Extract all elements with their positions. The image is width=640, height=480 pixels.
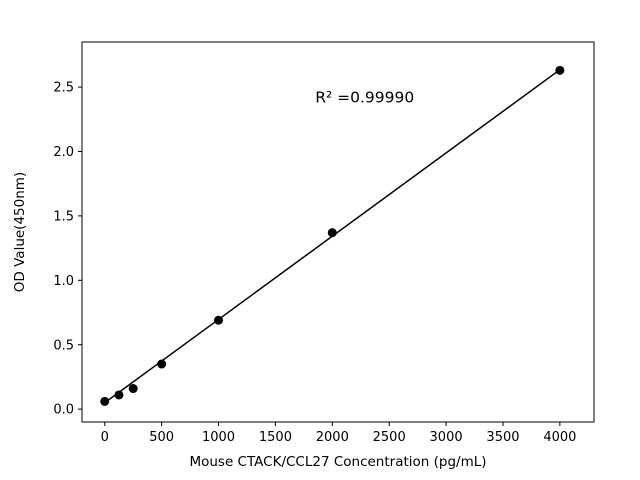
r-squared-annotation: R² =0.99990: [315, 89, 414, 107]
data-point: [114, 390, 124, 400]
x-tick-label: 1000: [202, 430, 235, 445]
x-tick-label: 1500: [259, 430, 292, 445]
x-tick-label: 4000: [543, 430, 576, 445]
y-axis-label: OD Value(450nm): [12, 172, 28, 292]
y-tick-label: 2.0: [53, 145, 74, 160]
x-tick-label: 2500: [373, 430, 406, 445]
data-point: [555, 65, 565, 75]
x-tick-label: 3000: [430, 430, 463, 445]
x-tick-label: 0: [101, 430, 109, 445]
x-tick-label: 2000: [316, 430, 349, 445]
x-tick-label: 500: [149, 430, 174, 445]
data-point: [128, 384, 138, 394]
data-point: [327, 228, 337, 238]
y-tick-label: 2.5: [53, 81, 74, 96]
data-point: [157, 359, 167, 369]
x-axis-label: Mouse CTACK/CCL27 Concentration (pg/mL): [189, 454, 486, 470]
data-point: [100, 396, 110, 406]
y-tick-label: 0.0: [53, 403, 74, 418]
y-tick-label: 0.5: [53, 338, 74, 353]
y-tick-label: 1.0: [53, 274, 74, 289]
x-tick-label: 3500: [486, 430, 519, 445]
y-tick-label: 1.5: [53, 209, 74, 224]
data-point: [214, 315, 224, 325]
